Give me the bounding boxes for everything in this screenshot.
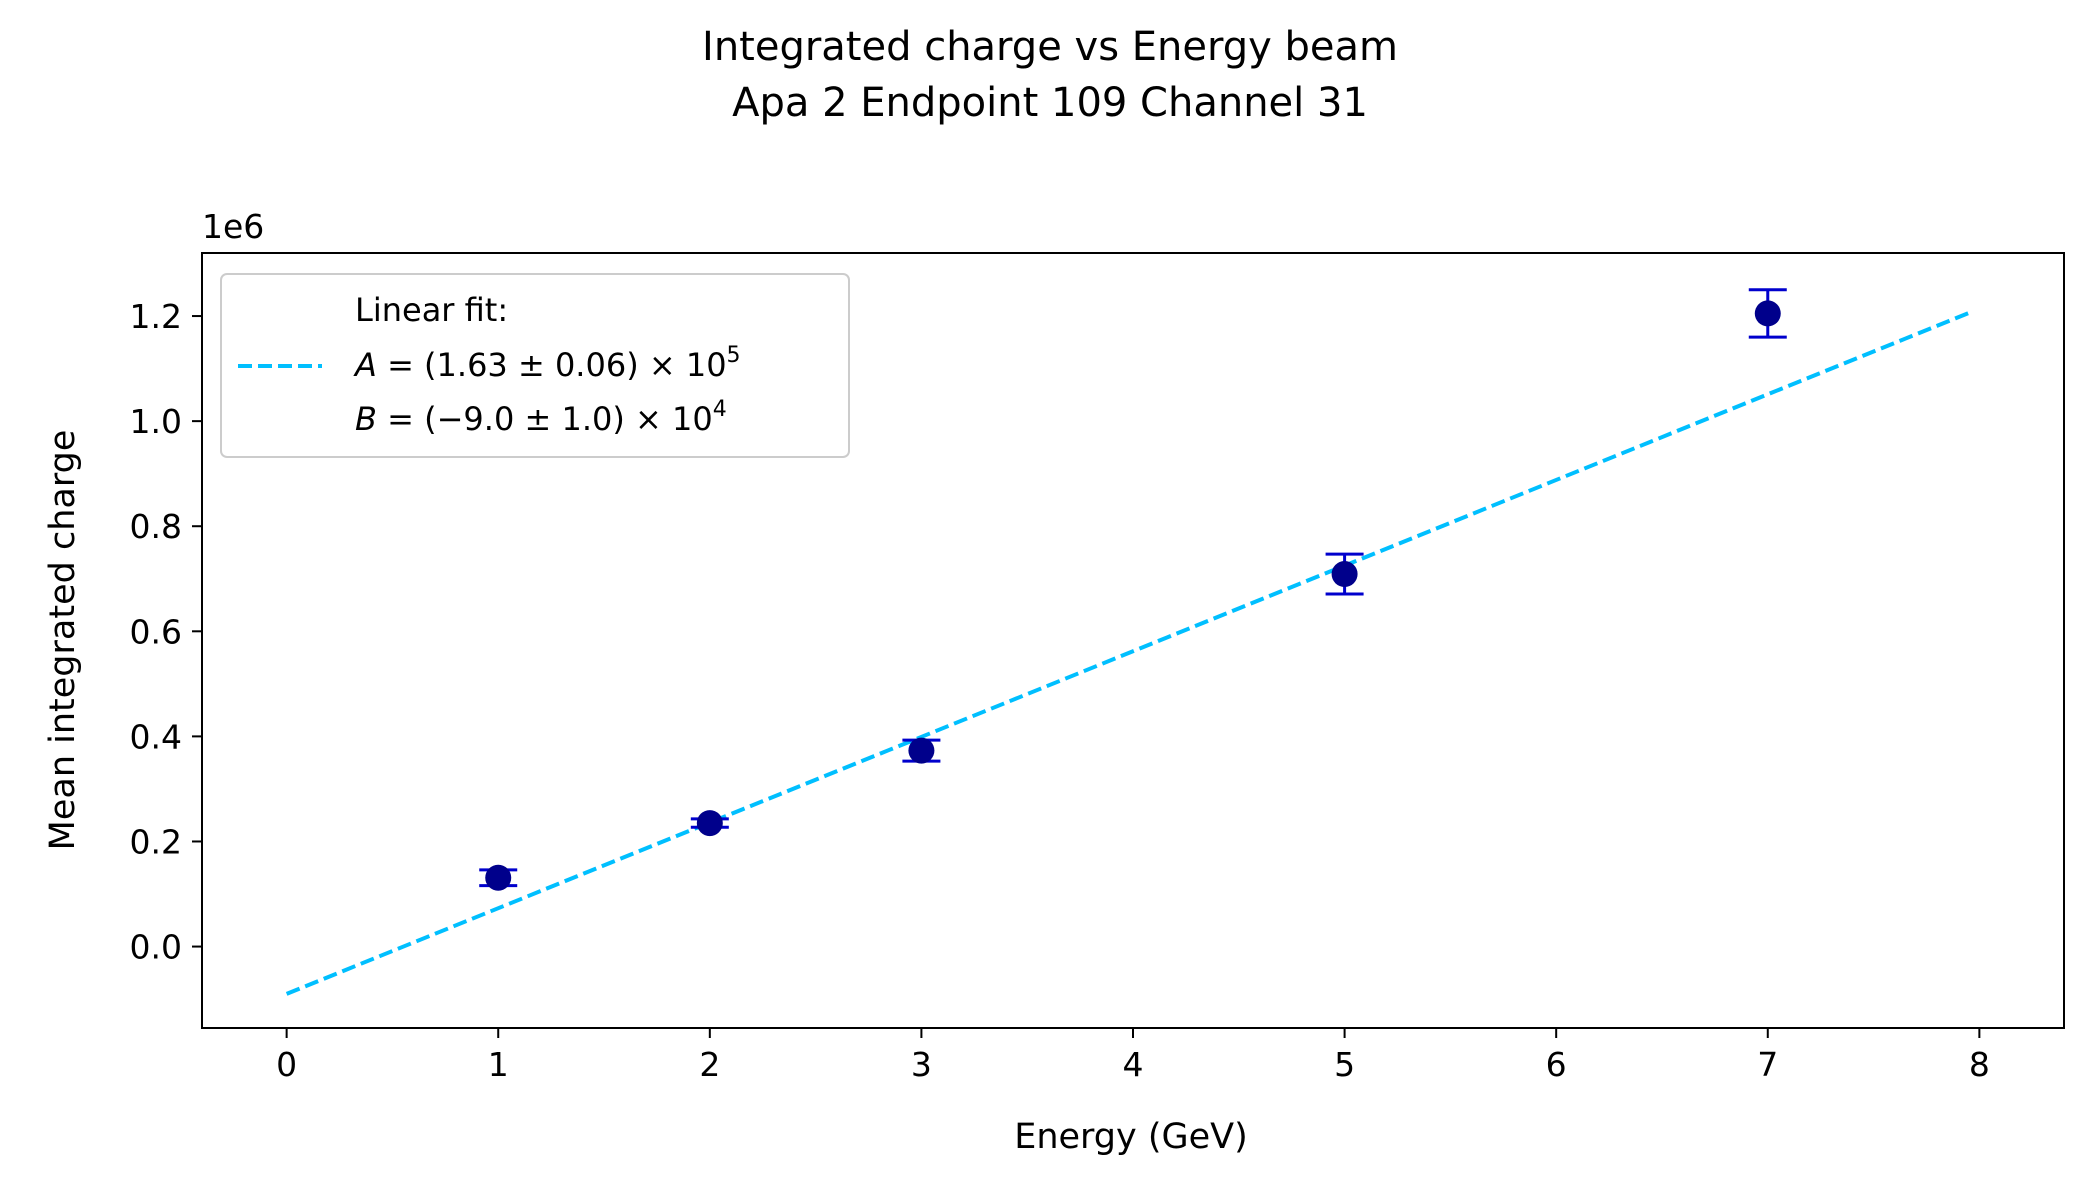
chart-title: Integrated charge vs Energy beam (702, 24, 1398, 70)
x-tick-label: 4 (1123, 1045, 1144, 1084)
y-tick-label: 1.2 (130, 297, 182, 336)
y-tick-label: 0.6 (130, 612, 182, 651)
plot-area: 0 1 2 3 4 5 6 7 8 0.0 0.2 0.4 0.6 0.8 1.0 1.2 (130, 288, 1990, 1084)
x-tick-label: 5 (1334, 1045, 1355, 1084)
legend-a-symbol: A (353, 346, 377, 384)
legend: Linear fit: A = (1.63 ± 0.06) × 105 B = … (220, 273, 850, 458)
legend-a-expression: = (1.63 ± 0.06) × 10 (377, 346, 727, 384)
data-point (1754, 300, 1781, 327)
y-tick-label: 0.2 (130, 822, 182, 861)
y-axis-label: Mean integrated charge (43, 430, 83, 851)
data-point (485, 864, 512, 891)
x-tick-label: 7 (1757, 1045, 1778, 1084)
legend-line-b: B = (−9.0 ± 1.0) × 104 (355, 397, 727, 438)
y-tick-label: 0.4 (130, 717, 182, 756)
data-point (696, 810, 723, 837)
y-tick-label: 0.0 (130, 928, 182, 967)
chart-subtitle: Apa 2 Endpoint 109 Channel 31 (732, 80, 1368, 126)
x-tick-label: 0 (276, 1045, 297, 1084)
linear-fit-line (285, 311, 1970, 996)
legend-line-a: A = (1.63 ± 0.06) × 105 (353, 343, 741, 384)
x-tick-label: 2 (699, 1045, 720, 1084)
legend-a-exponent: 5 (727, 343, 741, 368)
x-axis-label: Energy (GeV) (1014, 1117, 1248, 1157)
x-tick-label: 3 (911, 1045, 932, 1084)
legend-box (220, 273, 850, 458)
y-offset-text: 1e6 (202, 207, 264, 246)
y-tick-label: 1.0 (130, 402, 182, 441)
legend-b-symbol: B (355, 400, 377, 438)
y-axis-ticks: 0.0 0.2 0.4 0.6 0.8 1.0 1.2 (130, 297, 202, 967)
fit-line-layer (285, 311, 1970, 996)
x-tick-label: 6 (1546, 1045, 1567, 1084)
x-tick-label: 8 (1969, 1045, 1990, 1084)
x-tick-label: 1 (488, 1045, 509, 1084)
legend-header: Linear fit: (355, 291, 508, 329)
data-point (908, 737, 935, 764)
y-tick-label: 0.8 (130, 507, 182, 546)
x-axis-ticks: 0 1 2 3 4 5 6 7 8 (276, 1028, 1990, 1084)
data-points-layer (479, 288, 1787, 891)
legend-b-exponent: 4 (713, 397, 727, 422)
data-point (1331, 561, 1358, 588)
legend-b-expression: = (−9.0 ± 1.0) × 10 (377, 400, 713, 438)
plot-frame (201, 252, 2065, 1029)
